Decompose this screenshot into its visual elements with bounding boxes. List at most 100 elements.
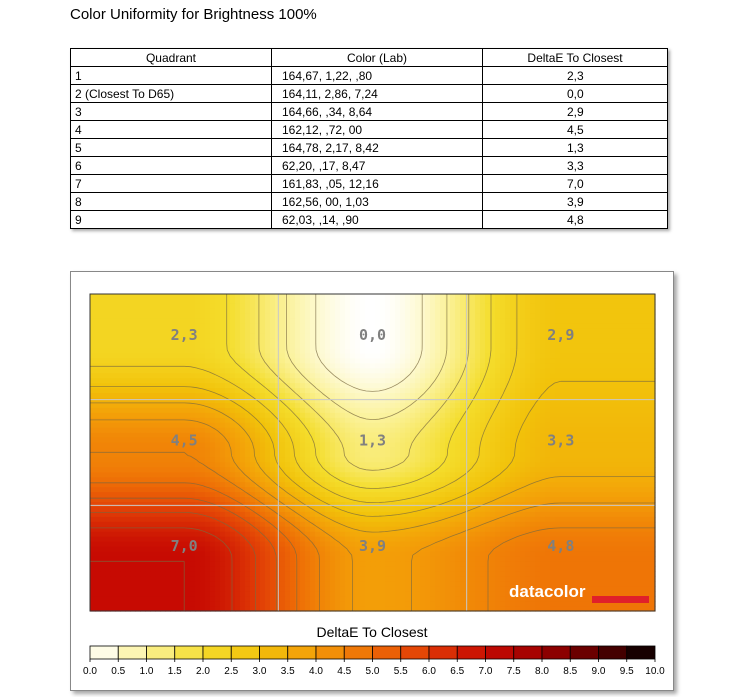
heat-cell <box>635 492 641 498</box>
heat-cell <box>600 294 606 300</box>
heat-cell <box>330 492 336 498</box>
heat-cell <box>320 427 326 434</box>
heat-cell <box>250 402 256 409</box>
heat-cell <box>245 343 251 350</box>
heat-cell <box>625 313 631 320</box>
heat-cell <box>305 447 311 454</box>
heat-cell <box>245 467 251 473</box>
heat-cell <box>635 294 641 300</box>
heat-cell <box>630 402 636 409</box>
heat-cell <box>260 467 266 473</box>
heat-cell <box>165 447 171 454</box>
heat-cell <box>210 398 216 404</box>
heat-cell <box>415 467 421 473</box>
heat-cell <box>470 412 476 419</box>
heat-cell <box>375 398 381 404</box>
heat-cell <box>565 457 571 463</box>
heat-cell <box>525 313 531 320</box>
heat-cell <box>235 313 241 320</box>
heat-cell <box>325 506 331 513</box>
heat-cell <box>580 467 586 473</box>
heat-cell <box>325 437 331 444</box>
heat-cell <box>395 506 401 513</box>
heat-cell <box>650 393 656 399</box>
heat-cell <box>490 467 496 473</box>
heat-cell <box>575 303 581 310</box>
heat-cell <box>585 358 591 364</box>
heat-cell <box>605 457 611 463</box>
heat-cell <box>245 477 251 483</box>
heat-cell <box>465 383 471 389</box>
heat-cell <box>90 477 96 483</box>
heat-cell <box>160 412 166 419</box>
heat-cell <box>450 323 456 330</box>
heat-cell <box>275 467 281 473</box>
heat-cell <box>570 502 576 508</box>
cell-color-lab: 164,11, 2,86, 7,24 <box>271 84 483 103</box>
heat-cell <box>210 294 216 300</box>
heat-cell <box>620 393 626 399</box>
heat-cell <box>475 383 481 389</box>
heat-cell <box>465 308 471 315</box>
heat-cell <box>120 467 126 473</box>
heat-cell <box>610 363 616 369</box>
heat-cell <box>570 472 576 478</box>
heat-cell <box>490 477 496 483</box>
heat-cell <box>375 472 381 478</box>
heat-cell <box>545 388 551 394</box>
heat-cell <box>370 472 376 478</box>
heat-cell <box>495 492 501 498</box>
heat-cell <box>445 427 451 434</box>
heat-cell <box>340 343 346 350</box>
heat-cell <box>150 477 156 483</box>
heat-cell <box>370 487 376 493</box>
heat-cell <box>100 447 106 454</box>
heat-cell <box>490 303 496 310</box>
heat-cell <box>410 318 416 325</box>
heat-cell <box>150 328 156 335</box>
heat-cell <box>145 432 151 439</box>
heat-cell <box>490 398 496 404</box>
heat-cell <box>255 323 261 330</box>
heat-cell <box>130 393 136 399</box>
heat-cell <box>455 308 461 315</box>
heat-cell <box>595 462 601 468</box>
heat-cell <box>135 467 141 473</box>
heat-cell <box>405 457 411 463</box>
heat-cell <box>145 502 151 508</box>
heat-cell <box>565 358 571 364</box>
heat-cell <box>170 323 176 330</box>
heat-cell <box>555 467 561 473</box>
heat-cell <box>170 502 176 508</box>
heat-cell <box>505 358 511 364</box>
heat-cell <box>625 328 631 335</box>
heat-cell <box>455 343 461 350</box>
heat-cell <box>365 442 371 449</box>
heat-cell <box>405 298 411 305</box>
heat-cell <box>170 358 176 364</box>
heat-cell <box>375 497 381 503</box>
heat-cell <box>320 452 326 459</box>
heat-cell <box>520 393 526 399</box>
heat-cell <box>145 407 151 414</box>
heat-cell <box>265 472 271 478</box>
heat-cell <box>620 358 626 364</box>
heat-cell <box>420 388 426 394</box>
heat-cell <box>115 298 121 305</box>
heat-cell <box>540 368 546 374</box>
heat-cell <box>240 432 246 439</box>
heat-cell <box>235 323 241 330</box>
heat-cell <box>260 343 266 350</box>
heat-cell <box>380 447 386 454</box>
cell-deltae: 7,0 <box>482 174 668 193</box>
heat-cell <box>350 303 356 310</box>
heat-cell <box>310 472 316 478</box>
heat-cell <box>605 497 611 503</box>
heat-cell <box>155 437 161 444</box>
heat-cell <box>205 333 211 340</box>
heat-cell <box>425 432 431 439</box>
heat-cell <box>425 318 431 325</box>
heat-cell <box>345 358 351 364</box>
heat-cell <box>195 457 201 463</box>
heat-cell <box>620 497 626 503</box>
